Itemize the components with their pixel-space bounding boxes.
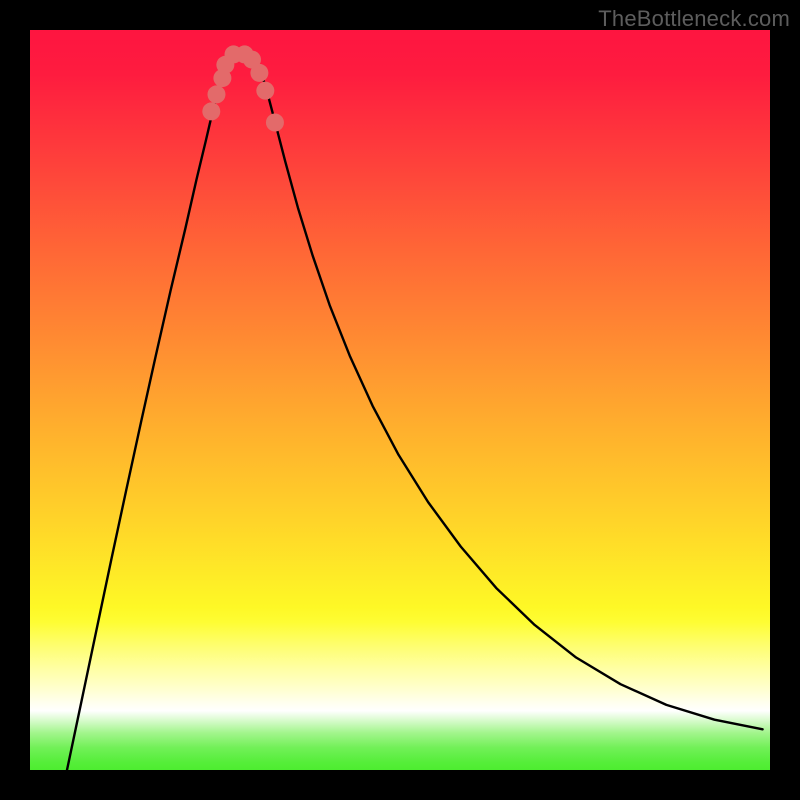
data-marker xyxy=(202,102,220,120)
marker-group xyxy=(202,45,284,131)
data-marker xyxy=(250,64,268,82)
plot-svg xyxy=(30,30,770,770)
data-marker xyxy=(266,114,284,132)
watermark-text: TheBottleneck.com xyxy=(598,6,790,32)
data-marker xyxy=(256,82,274,100)
bottleneck-curve xyxy=(67,50,763,770)
plot-area xyxy=(30,30,770,770)
data-marker xyxy=(207,85,225,103)
